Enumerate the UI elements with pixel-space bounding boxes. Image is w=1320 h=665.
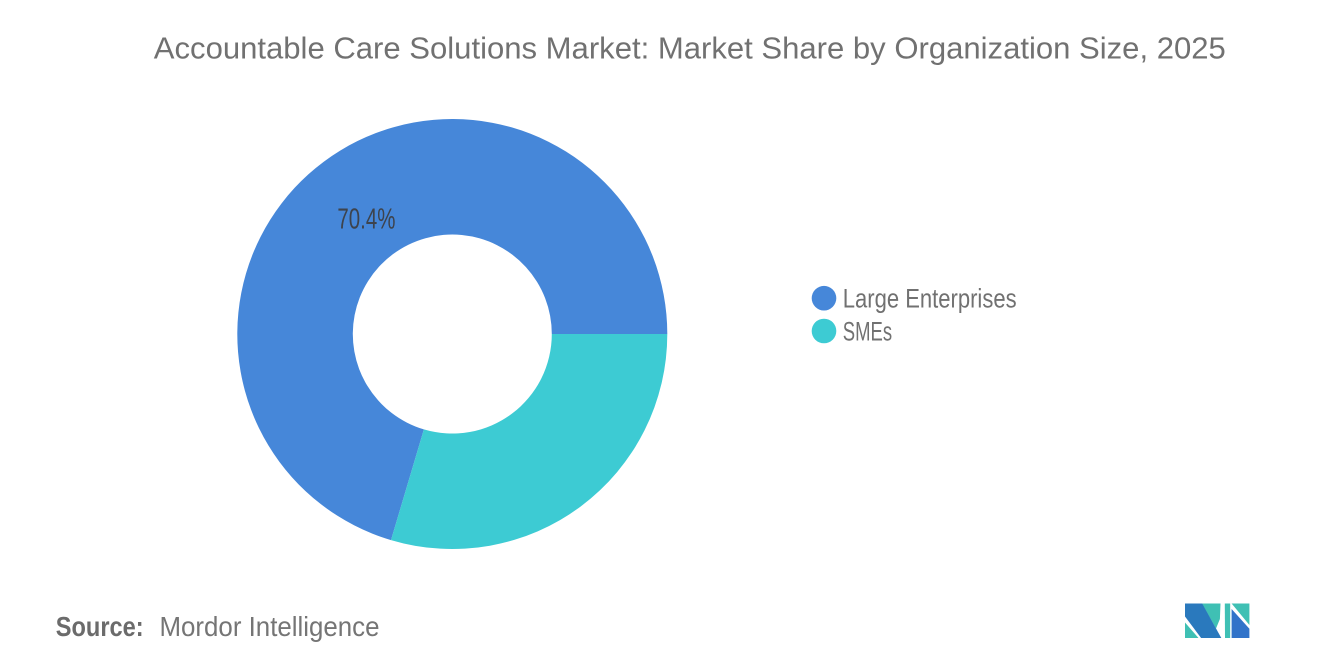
svg-text:70.4%: 70.4%	[337, 203, 395, 235]
svg-text:Accountable Care Solutions Mar: Accountable Care Solutions Market: Marke…	[154, 31, 1226, 66]
svg-text:Large Enterprises: Large Enterprises	[843, 284, 1017, 314]
svg-text:Mordor Intelligence: Mordor Intelligence	[160, 611, 380, 642]
svg-text:Source:: Source:	[56, 611, 144, 642]
svg-text:SMEs: SMEs	[843, 316, 892, 346]
